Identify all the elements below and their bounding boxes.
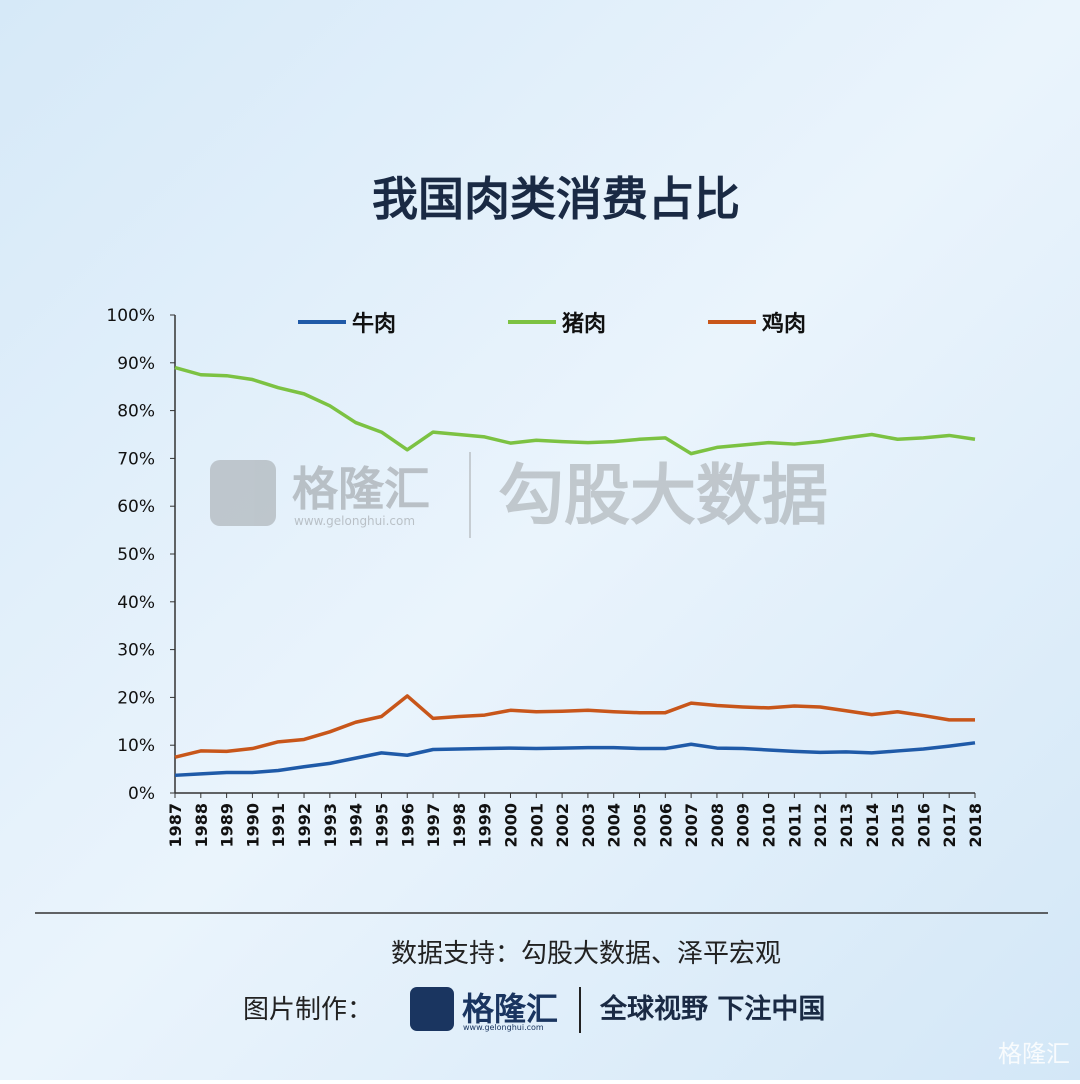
y-tick-label: 20% <box>117 688 155 708</box>
series-line <box>174 741 976 778</box>
y-tick-label: 70% <box>117 449 155 469</box>
x-tick-label: 1996 <box>398 803 417 848</box>
x-tick-label: 1999 <box>476 803 495 848</box>
x-tick-label: 2004 <box>605 803 624 848</box>
x-tick-label: 2017 <box>940 803 959 848</box>
y-tick-label: 100% <box>106 306 155 326</box>
y-tick-label: 80% <box>117 402 155 422</box>
x-tick-label: 2002 <box>553 803 572 848</box>
x-tick-label: 2013 <box>837 803 856 848</box>
footer-credit-label: 图片制作： <box>243 995 373 1025</box>
x-tick-label: 2007 <box>682 803 701 848</box>
footer-source: 数据支持：勾股大数据、泽平宏观 <box>391 939 781 969</box>
chart-title: 我国肉类消费占比 <box>372 172 740 226</box>
watermark-name: 勾股大数据 <box>498 457 828 534</box>
footer-brand: 格隆汇 <box>462 990 558 1028</box>
x-tick-label: 2014 <box>863 803 882 848</box>
x-tick-label: 2003 <box>579 803 598 848</box>
x-tick-label: 1989 <box>218 803 237 848</box>
x-tick-label: 1991 <box>269 803 288 848</box>
footer-url: www.gelonghui.com <box>463 1023 544 1032</box>
watermark-brand: 格隆汇 <box>292 462 430 516</box>
x-tick-label: 2010 <box>760 803 779 848</box>
series-line <box>174 694 975 759</box>
x-tick-label: 1987 <box>166 803 185 848</box>
y-tick-label: 60% <box>117 497 155 517</box>
x-tick-label: 1992 <box>295 803 314 848</box>
y-tick-label: 50% <box>117 545 155 565</box>
y-tick-label: 90% <box>117 354 155 374</box>
y-tick-label: 40% <box>117 593 155 613</box>
x-tick-label: 2000 <box>501 803 520 848</box>
x-tick-label: 2018 <box>966 803 985 848</box>
x-tick-label: 2006 <box>656 803 675 848</box>
watermark-url: www.gelonghui.com <box>294 514 415 528</box>
x-tick-label: 2016 <box>914 803 933 848</box>
x-tick-label: 1998 <box>450 803 469 848</box>
x-tick-label: 2001 <box>527 803 546 848</box>
y-tick-label: 0% <box>128 784 155 804</box>
x-tick-label: 2009 <box>734 803 753 848</box>
watermark: 格隆汇 www.gelonghui.com 勾股大数据 <box>210 452 828 538</box>
watermark-logo <box>210 460 276 526</box>
x-tick-label: 2012 <box>811 803 830 848</box>
x-tick-label: 2008 <box>708 803 727 848</box>
x-tick-label: 1997 <box>424 803 443 848</box>
x-tick-label: 2011 <box>785 803 804 848</box>
corner-brand: 格隆汇 <box>998 1040 1070 1068</box>
x-tick-label: 1988 <box>192 803 211 848</box>
series-line <box>174 365 976 456</box>
legend-label: 牛肉 <box>352 311 396 337</box>
x-tick-label: 1994 <box>347 803 366 848</box>
footer-logo <box>410 987 454 1031</box>
x-tick-label: 1990 <box>243 803 262 848</box>
x-tick-label: 1993 <box>321 803 340 848</box>
x-tick-label: 2005 <box>631 803 650 848</box>
footer-slogan: 全球视野 下注中国 <box>599 993 825 1025</box>
legend-label: 猪肉 <box>562 311 606 337</box>
y-tick-label: 10% <box>117 736 155 756</box>
y-tick-label: 30% <box>117 641 155 661</box>
x-tick-label: 2015 <box>889 803 908 848</box>
x-tick-label: 1995 <box>372 803 391 848</box>
legend-label: 鸡肉 <box>761 311 806 337</box>
